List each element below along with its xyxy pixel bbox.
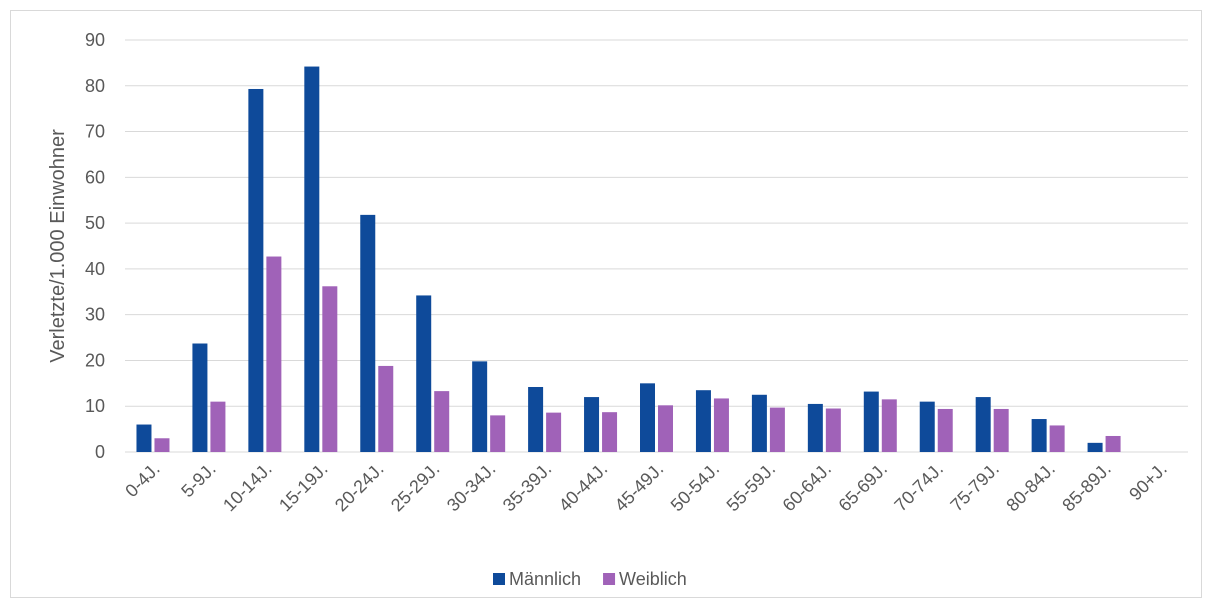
- bar: [528, 386, 544, 452]
- bar: [136, 424, 152, 452]
- bar: [416, 295, 432, 452]
- legend-label: Männlich: [509, 569, 581, 589]
- y-tick-label: 60: [85, 167, 105, 187]
- bar: [472, 361, 488, 452]
- bar: [434, 391, 450, 452]
- bar: [1031, 419, 1047, 452]
- bar: [1049, 425, 1065, 452]
- bar: [546, 412, 562, 452]
- bar: [602, 412, 618, 452]
- y-tick-label: 30: [85, 305, 105, 325]
- bar: [248, 88, 264, 452]
- bar: [993, 408, 1009, 452]
- y-tick-label: 20: [85, 350, 105, 370]
- bar: [154, 438, 170, 452]
- y-tick-label: 80: [85, 76, 105, 96]
- y-tick-label: 10: [85, 396, 105, 416]
- y-tick-label: 0: [95, 442, 105, 462]
- bar: [584, 397, 600, 452]
- bar: [360, 214, 376, 452]
- bar: [919, 401, 935, 452]
- bar: [1087, 442, 1103, 452]
- bar: [881, 399, 897, 452]
- y-tick-label: 50: [85, 213, 105, 233]
- y-tick-label: 70: [85, 122, 105, 142]
- y-tick-label: 40: [85, 259, 105, 279]
- bar: [751, 394, 767, 452]
- bar: [975, 397, 991, 452]
- y-tick-label: 90: [85, 30, 105, 50]
- legend-swatch: [493, 573, 505, 585]
- bar: [825, 408, 841, 452]
- bar: [937, 408, 953, 452]
- bar: [658, 405, 673, 452]
- legend-label: Weiblich: [619, 569, 687, 589]
- bar: [807, 403, 823, 452]
- bar: [266, 256, 282, 452]
- bar: [640, 383, 655, 452]
- bar: [378, 365, 394, 452]
- chart-frame: [10, 10, 1202, 598]
- bar: [490, 415, 506, 452]
- bar: [695, 390, 711, 452]
- bar: [304, 66, 320, 452]
- bar: [192, 343, 208, 452]
- bar: [1105, 435, 1121, 452]
- bar: [322, 286, 338, 452]
- y-axis-title: Verletzte/1.000 Einwohner: [47, 129, 69, 363]
- bar: [713, 398, 729, 452]
- bar: [769, 407, 785, 452]
- bar: [863, 391, 879, 452]
- legend-swatch: [603, 573, 616, 585]
- bar: [210, 401, 226, 452]
